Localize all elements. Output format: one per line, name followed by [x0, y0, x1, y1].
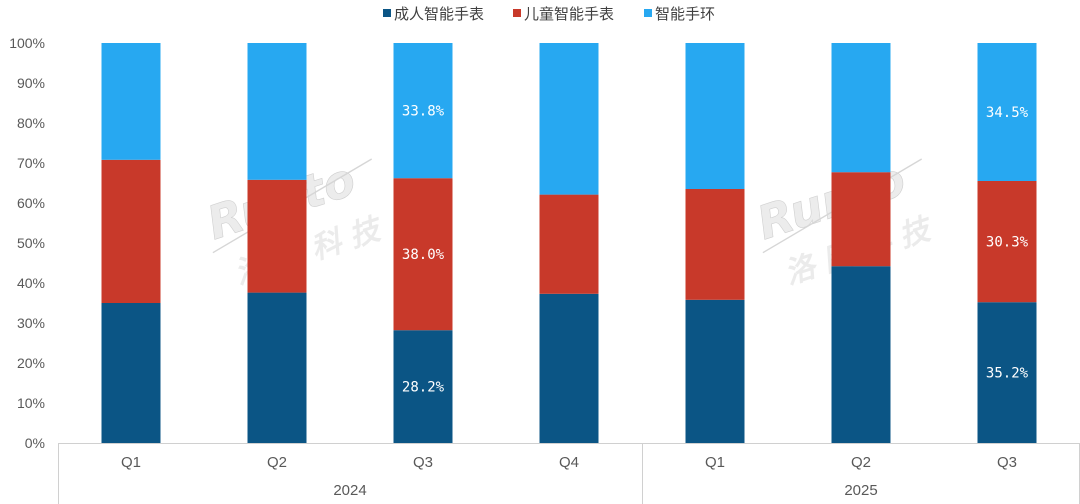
legend-swatch [644, 9, 652, 17]
data-label: 30.3% [986, 235, 1029, 251]
legend-item: 儿童智能手表 [513, 5, 614, 23]
chart-legend: 成人智能手表 儿童智能手表 智能手环 [383, 5, 715, 23]
bar-segment [539, 293, 599, 443]
bar-segment [685, 299, 745, 443]
bar-segment [539, 194, 599, 294]
data-label: 33.8% [402, 104, 445, 120]
x-group-label: 2025 [844, 482, 877, 499]
y-tick-label: 70% [17, 155, 45, 171]
legend-label: 智能手环 [655, 5, 715, 23]
x-tick-label: Q1 [121, 454, 141, 471]
x-tick-label: Q4 [559, 454, 579, 471]
bar-segment [247, 43, 307, 180]
y-tick-label: 30% [17, 315, 45, 331]
bar-segment [831, 43, 891, 173]
bars [101, 43, 1037, 443]
x-group-label: 2024 [333, 482, 366, 499]
bar-segment [977, 43, 1037, 181]
y-tick-label: 60% [17, 195, 45, 211]
legend-swatch [513, 9, 521, 17]
y-axis: 0% 10% 20% 30% 40% 50% 60% 70% 80% 90% 100% [9, 35, 45, 451]
data-label: 34.5% [986, 105, 1029, 121]
x-tick-label: Q2 [267, 454, 287, 471]
bar-segment [685, 43, 745, 189]
bar-segment [831, 266, 891, 443]
data-label: 28.2% [402, 380, 445, 396]
y-tick-label: 40% [17, 275, 45, 291]
bar-segment [685, 189, 745, 300]
y-tick-label: 10% [17, 395, 45, 411]
y-tick-label: 20% [17, 355, 45, 371]
y-tick-label: 80% [17, 115, 45, 131]
bar-segment [831, 172, 891, 267]
bar-segment [247, 179, 307, 293]
bar-segment [539, 43, 599, 195]
bar-segment [977, 302, 1037, 443]
x-tick-label: Q2 [851, 454, 871, 471]
y-tick-label: 0% [25, 435, 45, 451]
legend-swatch [383, 9, 391, 17]
legend-item: 智能手环 [644, 5, 715, 23]
bar-segment [101, 303, 161, 443]
y-tick-label: 50% [17, 235, 45, 251]
y-tick-label: 100% [9, 35, 45, 51]
bar-segment [101, 159, 161, 303]
bar-segment [393, 43, 453, 179]
x-tick-label: Q3 [413, 454, 433, 471]
y-tick-label: 90% [17, 75, 45, 91]
x-axis: Q1 Q2 Q3 Q4 Q1 Q2 Q3 2024 2025 [58, 443, 1080, 504]
data-label: 38.0% [402, 247, 445, 263]
bar-segment [393, 330, 453, 443]
x-tick-label: Q3 [997, 454, 1017, 471]
bar-segment [393, 178, 453, 331]
legend-label: 成人智能手表 [394, 5, 484, 23]
bar-segment [247, 292, 307, 443]
data-labels: 28.2% 38.0% 33.8% 35.2% 30.3% 34.5% [402, 104, 1029, 396]
legend-item: 成人智能手表 [383, 5, 484, 23]
legend-label: 儿童智能手表 [524, 5, 614, 23]
data-label: 35.2% [986, 366, 1029, 382]
bar-segment [101, 43, 161, 160]
bar-segment [977, 181, 1037, 303]
x-tick-label: Q1 [705, 454, 725, 471]
